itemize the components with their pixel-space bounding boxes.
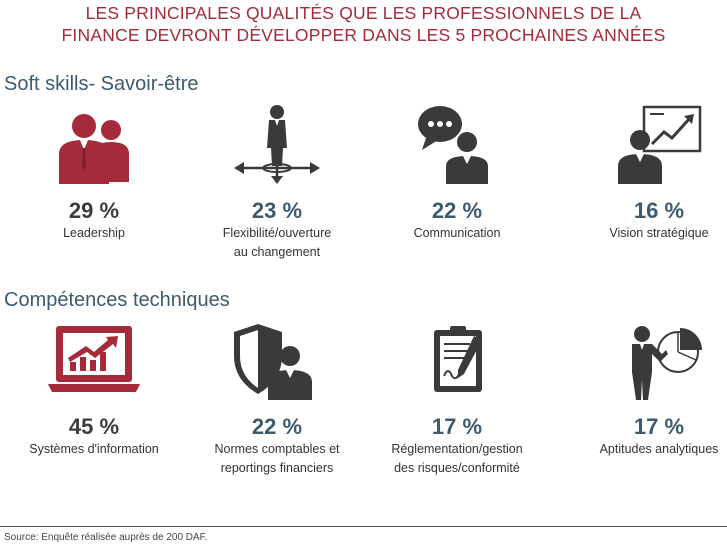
chart-title-line-1: LES PRINCIPALES QUALITÉS QUE LES PROFESS… [85, 3, 642, 23]
stat-label-flexibility: Flexibilité/ouverture au changement [192, 224, 362, 262]
stat-label-line: Communication [413, 226, 501, 240]
stat-value-leadership: 29 % [68, 198, 120, 223]
chart-title: LES PRINCIPALES QUALITÉS QUE LES PROFESS… [0, 2, 727, 46]
stat-value-analytical-skills: 17 % [633, 414, 685, 439]
stat-label-regulation-risk: Réglementation/gestion des risques/confo… [372, 440, 542, 478]
stat-label-leadership: Leadership [9, 224, 179, 243]
stat-value-regulation-risk: 17 % [431, 414, 483, 439]
footer-divider [0, 526, 727, 527]
stat-label-strategic-vision: Vision stratégique [574, 224, 727, 243]
stat-regulation-risk: 17 % Réglementation/gestion des risques/… [372, 322, 542, 478]
communication-icon [418, 106, 488, 184]
laptop-chart-icon [48, 326, 140, 392]
stat-label-line: Aptitudes analytiques [599, 442, 719, 456]
stat-information-systems: 45 % Systèmes d'information [9, 322, 179, 459]
section-heading-soft-skills: Soft skills- Savoir-être [4, 73, 199, 95]
stat-label-line: des risques/conformité [394, 461, 520, 475]
stat-label-line: Réglementation/gestion [391, 442, 523, 456]
section-heading-technical-skills: Compétences techniques [4, 289, 230, 311]
contract-pen-icon [434, 326, 482, 392]
stat-label-line: Leadership [63, 226, 125, 240]
analyst-icon [632, 326, 702, 400]
stat-value-information-systems: 45 % [68, 414, 120, 439]
stat-value-accounting-standards: 22 % [251, 414, 303, 439]
stat-label-accounting-standards: Normes comptables et reportings financie… [192, 440, 362, 478]
stat-label-line: Vision stratégique [609, 226, 709, 240]
chart-title-line-2: FINANCE DEVRONT DÉVELOPPER DANS LES 5 PR… [61, 25, 666, 45]
stat-label-communication: Communication [372, 224, 542, 243]
leadership-icon [59, 114, 129, 184]
source-note: Source: Enquête réalisée auprès de 200 D… [4, 532, 208, 543]
strategy-icon [618, 105, 702, 184]
stat-label-line: au changement [233, 245, 321, 259]
stat-value-strategic-vision: 16 % [633, 198, 685, 223]
stat-flexibility: 23 % Flexibilité/ouverture au changement [192, 104, 362, 262]
stat-label-line: reportings financiers [220, 461, 334, 475]
stat-accounting-standards: 22 % Normes comptables et reportings fin… [192, 322, 362, 478]
stat-label-information-systems: Systèmes d'information [9, 440, 179, 459]
stat-value-flexibility: 23 % [251, 198, 303, 223]
shield-person-icon [234, 324, 312, 400]
stat-strategic-vision: 16 % Vision stratégique [574, 104, 727, 243]
stat-analytical-skills: 17 % Aptitudes analytiques [574, 322, 727, 459]
stat-label-line: Normes comptables et [214, 442, 340, 456]
stat-label-line: Systèmes d'information [29, 442, 159, 456]
flexibility-icon [234, 105, 320, 184]
stat-value-communication: 22 % [431, 198, 483, 223]
stat-label-line: Flexibilité/ouverture [222, 226, 332, 240]
stat-communication: 22 % Communication [372, 104, 542, 243]
stat-leadership: 29 % Leadership [9, 104, 179, 243]
stat-label-analytical-skills: Aptitudes analytiques [574, 440, 727, 459]
